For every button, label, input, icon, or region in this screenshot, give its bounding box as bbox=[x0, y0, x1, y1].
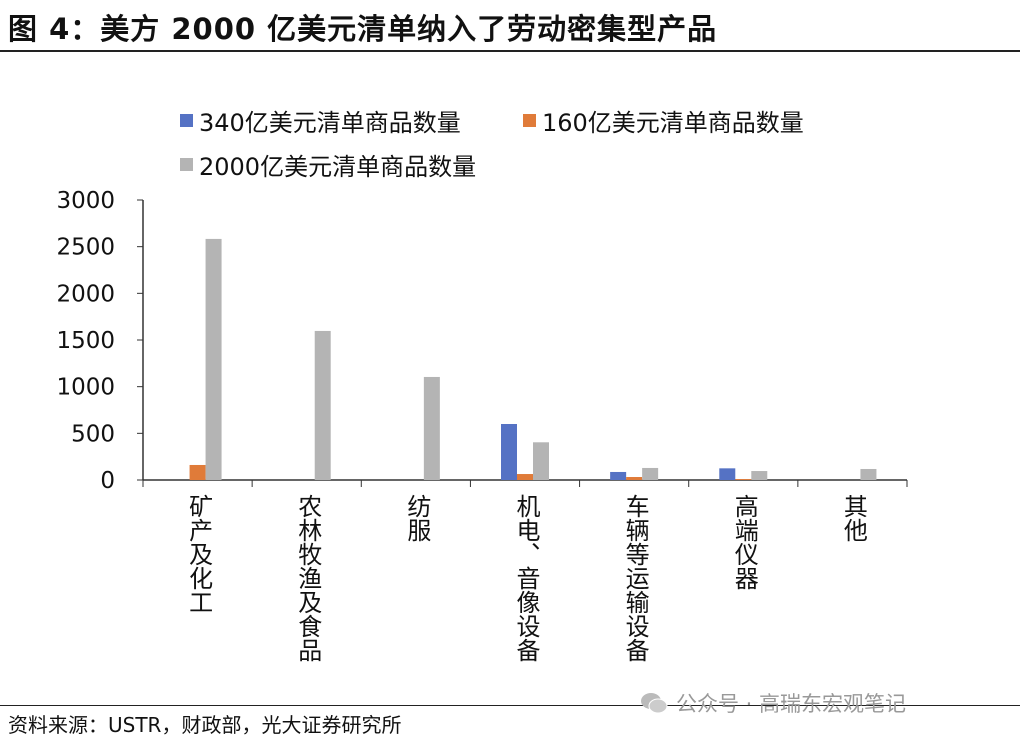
bar-1-0 bbox=[189, 464, 206, 480]
bar-2-6 bbox=[860, 468, 877, 480]
x-category-label: 矿产及化工 bbox=[184, 494, 213, 614]
legend-item-340: 340亿美元清单商品数量 bbox=[180, 103, 461, 138]
x-category-label: 纺服 bbox=[402, 494, 431, 542]
legend-item-2000: 2000亿美元清单商品数量 bbox=[180, 147, 476, 182]
legend-label: 2000亿美元清单商品数量 bbox=[199, 153, 477, 181]
y-tick-label: 1000 bbox=[56, 375, 115, 401]
legend-swatch bbox=[180, 158, 193, 171]
y-tick-label: 2000 bbox=[56, 281, 115, 307]
y-tick-label: 1500 bbox=[56, 328, 115, 354]
bar-2-2 bbox=[423, 376, 440, 480]
legend-item-160: 160亿美元清单商品数量 bbox=[523, 103, 804, 138]
x-category-label: 农林牧渔及食品 bbox=[293, 494, 322, 662]
source-note: 资料来源：USTR，财政部，光大证券研究所 bbox=[8, 713, 402, 737]
legend-swatch bbox=[523, 114, 536, 127]
bar-2-0 bbox=[205, 238, 222, 480]
figure-title: 图 4：美方 2000 亿美元清单纳入了劳动密集型产品 bbox=[8, 12, 718, 46]
x-category-label: 车辆等运输设备 bbox=[621, 494, 650, 662]
y-tick-label: 0 bbox=[100, 468, 115, 494]
footer-divider bbox=[0, 705, 1020, 706]
legend-swatch bbox=[180, 114, 193, 127]
bar-0-5 bbox=[719, 468, 736, 480]
x-category-label: 其他 bbox=[839, 494, 868, 542]
y-tick-label: 3000 bbox=[56, 188, 115, 214]
bar-0-3 bbox=[501, 424, 517, 480]
legend-label: 160亿美元清单商品数量 bbox=[542, 109, 804, 137]
x-category-label: 高端仪器 bbox=[730, 494, 759, 590]
wechat-icon bbox=[641, 693, 668, 714]
title-divider bbox=[0, 50, 1020, 52]
x-category-label: 机电、音像设备 bbox=[512, 494, 540, 662]
y-tick-label: 2500 bbox=[56, 235, 115, 261]
y-tick-label: 500 bbox=[71, 421, 115, 447]
bar-1-5 bbox=[735, 479, 752, 480]
bar-1-3 bbox=[517, 474, 533, 480]
bar-2-1 bbox=[314, 330, 331, 480]
watermark-text: 公众号 · 高瑞东宏观笔记 bbox=[676, 692, 907, 716]
bar-0-4 bbox=[610, 471, 627, 480]
legend-label: 340亿美元清单商品数量 bbox=[199, 109, 461, 137]
bar-1-4 bbox=[626, 477, 643, 480]
watermark: 公众号 · 高瑞东宏观笔记 bbox=[640, 688, 906, 718]
bar-2-3 bbox=[533, 442, 549, 480]
bar-2-5 bbox=[751, 471, 768, 480]
bar-2-4 bbox=[642, 467, 659, 480]
